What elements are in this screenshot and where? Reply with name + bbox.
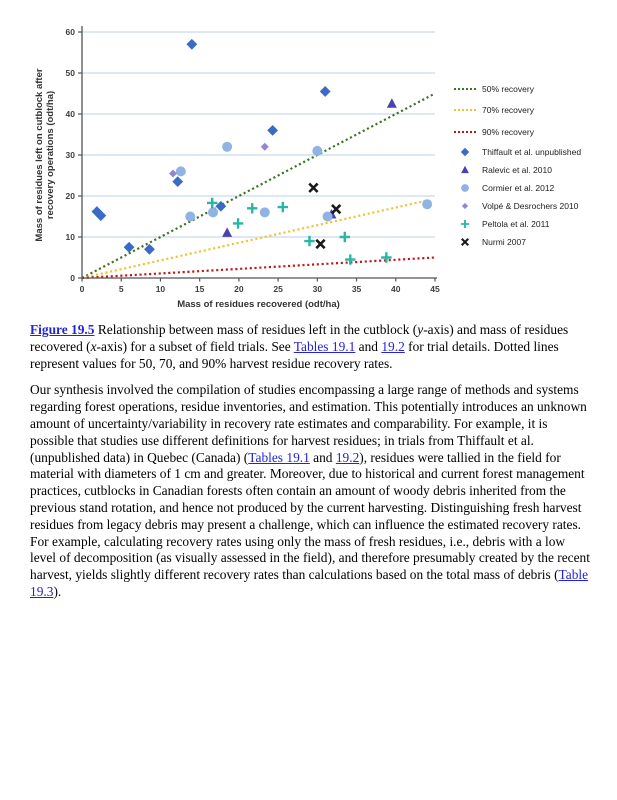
legend-item: Nurmi 2007: [452, 233, 581, 251]
doc-link[interactable]: Tables 19.1: [293, 338, 356, 354]
svg-text:10: 10: [156, 284, 166, 294]
y-axis-title: Mass of residues left on cutblock afterr…: [34, 68, 56, 241]
legend-item: Cormier et al. 2012: [452, 179, 581, 197]
legend-label: 70% recovery: [482, 105, 534, 116]
legend-label: Ralevic et al. 2010: [482, 164, 552, 175]
reference-lines: [81, 92, 436, 280]
x-marker-icon: [452, 235, 478, 249]
plus-marker-icon: [452, 217, 478, 231]
text-segment: and: [309, 449, 336, 465]
recovery-scatter-plot: 0 5 10 15 20 25 30 35 40 45 0 10 20 30 40 50 60 Mass of r…: [34, 26, 440, 310]
legend-item: 70% recovery: [452, 100, 581, 122]
svg-text:0: 0: [80, 284, 85, 294]
svg-text:40: 40: [66, 109, 76, 119]
legend-item: Volpé & Desrochers 2010: [452, 197, 581, 215]
triangle-marker-icon: [452, 163, 478, 177]
doc-link[interactable]: Figure 19.5: [30, 322, 95, 337]
svg-text:20: 20: [66, 191, 76, 201]
legend-label: 90% recovery: [482, 126, 534, 137]
svg-text:30: 30: [313, 284, 323, 294]
x-axis-title: Mass of residues recovered (odt/ha): [177, 299, 340, 310]
svg-text:20: 20: [234, 284, 244, 294]
gridlines: [82, 31, 435, 238]
svg-text:25: 25: [273, 284, 283, 294]
diamond-small-marker-icon: [452, 199, 478, 213]
text-segment: Relationship between mass of residues le…: [94, 322, 418, 337]
diamond-marker-icon: [452, 145, 478, 159]
legend-item: Peltola et al. 2011: [452, 215, 581, 233]
series-0: [91, 38, 331, 255]
figure-caption: Figure 19.5 Relationship between mass of…: [30, 322, 588, 372]
legend-item: 90% recovery: [452, 121, 581, 143]
dotted-line-icon: [452, 109, 478, 112]
body-paragraph: Our synthesis involved the compilation o…: [30, 382, 590, 600]
svg-text:60: 60: [66, 27, 76, 37]
series-2: [175, 141, 433, 222]
figure-19-5: 0 5 10 15 20 25 30 35 40 45 0 10 20 30 40 50 60 Mass of r…: [30, 8, 590, 372]
circle-marker-icon: [452, 181, 478, 195]
chart-legend: 50% recovery 70% recovery 90% recovery Thif…: [442, 78, 581, 251]
legend-label: 50% recovery: [482, 83, 534, 94]
svg-text:35: 35: [352, 284, 362, 294]
text-segment: Our synthesis involved the compilation o…: [30, 382, 587, 465]
series-3: [168, 142, 269, 178]
svg-text:40: 40: [391, 284, 401, 294]
text-segment: x: [90, 338, 97, 354]
series-5: [308, 182, 342, 250]
legend-item: 50% recovery: [452, 78, 581, 100]
svg-text:10: 10: [66, 232, 76, 242]
text-segment: y: [417, 322, 424, 337]
series-1: [222, 98, 397, 237]
doc-link[interactable]: Tables 19.1: [248, 449, 310, 465]
legend-label: Volpé & Desrochers 2010: [482, 200, 579, 211]
text-segment: and: [355, 338, 382, 354]
text-segment: -axis) for a subset of field trials. See: [96, 338, 294, 354]
text-segment: for trial details. Dotted lines represen…: [30, 338, 559, 371]
text-segment: ).: [53, 583, 62, 599]
text-segment: -axis) and mass of residues recovered (: [30, 322, 569, 354]
svg-text:30: 30: [66, 150, 76, 160]
svg-text:5: 5: [119, 284, 124, 294]
doc-link[interactable]: 19.2: [335, 449, 360, 465]
chart-area: 0 5 10 15 20 25 30 35 40 45 0 10 20 30 40 50 60 Mass of r…: [30, 8, 590, 310]
legend-label: Nurmi 2007: [482, 236, 526, 247]
legend-item: Thiffault et al. unpublished: [452, 143, 581, 161]
doc-link[interactable]: 19.2: [381, 338, 405, 354]
text-segment: ), residues were tallied in the field fo…: [30, 449, 590, 583]
svg-text:50: 50: [66, 68, 76, 78]
legend-label: Peltola et al. 2011: [482, 218, 550, 229]
doc-link[interactable]: Table 19.3: [30, 567, 589, 599]
dotted-line-icon: [452, 87, 478, 90]
legend-item: Ralevic et al. 2010: [452, 161, 581, 179]
svg-text:15: 15: [195, 284, 205, 294]
svg-text:45: 45: [430, 284, 440, 294]
svg-text:0: 0: [70, 273, 75, 283]
dotted-line-icon: [452, 130, 478, 133]
legend-label: Thiffault et al. unpublished: [482, 146, 582, 157]
legend-label: Cormier et al. 2012: [482, 182, 555, 193]
series-4: [207, 197, 392, 265]
